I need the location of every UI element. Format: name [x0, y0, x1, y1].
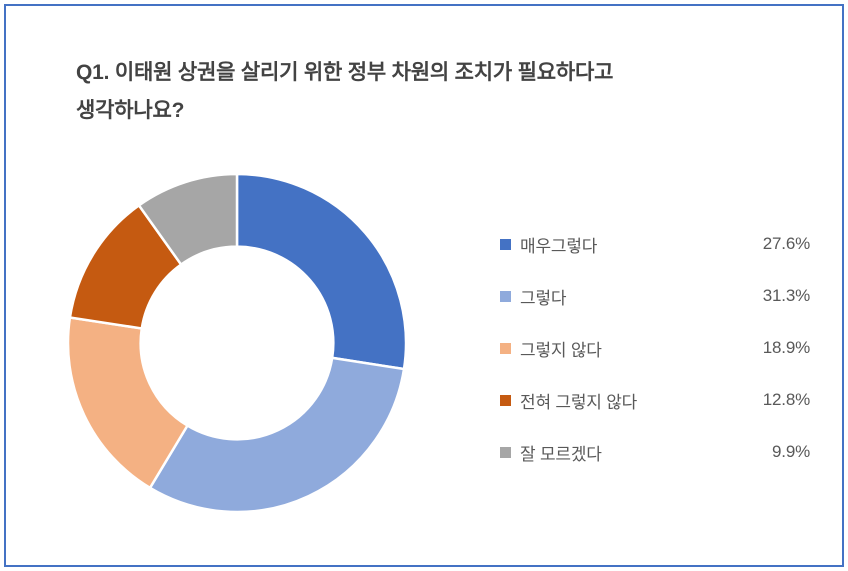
legend-item-value: 18.9%	[762, 338, 810, 357]
donut-chart-svg	[68, 174, 406, 512]
legend-item-label: 매우그렇다	[520, 236, 598, 256]
page-title-line-2: 생각하나요?	[76, 99, 185, 122]
legend-item-label: 그렇지 않다	[520, 340, 602, 360]
legend-item[interactable]: 그렇지 않다 18.9%	[500, 322, 812, 374]
legend-item-label: 잘 모르겠다	[520, 444, 602, 464]
square-swatch-icon	[500, 342, 511, 354]
chart-legend: 매우그렇다 27.6% 그렇다 31.3% 그렇지 않다 18.9% 전혀 그렇지 않다 12…	[500, 218, 812, 478]
legend-item[interactable]: 매우그렇다 27.6%	[500, 218, 812, 270]
donut-slice[interactable]	[68, 316, 190, 490]
square-swatch-icon	[500, 238, 511, 250]
slide-border-frame: Q1. 이태원 상권을 살리기 위한 정부 차원의 조치가 필요하다고 생각하나…	[4, 4, 844, 567]
legend-item-label: 그렇다	[520, 288, 567, 308]
legend-item[interactable]: 그렇다 31.3%	[500, 270, 812, 322]
legend-item-value: 27.6%	[762, 234, 810, 253]
donut-slice[interactable]	[235, 174, 406, 371]
donut-slice-group	[68, 174, 406, 512]
donut-slice[interactable]	[137, 174, 239, 267]
legend-item-value: 9.9%	[772, 442, 810, 461]
legend-item-label: 전혀 그렇지 않다	[520, 392, 638, 412]
square-swatch-icon	[500, 446, 511, 458]
legend-item-value: 31.3%	[762, 286, 810, 305]
square-swatch-icon	[500, 394, 511, 406]
legend-item-value: 12.8%	[762, 390, 810, 409]
donut-slice[interactable]	[148, 356, 406, 512]
page-title: Q1. 이태원 상권을 살리기 위한 정부 차원의 조치가 필요하다고 생각하나…	[76, 54, 796, 130]
donut-chart	[68, 174, 406, 512]
legend-item[interactable]: 전혀 그렇지 않다 12.8%	[500, 374, 812, 426]
legend-item[interactable]: 잘 모르겠다 9.9%	[500, 426, 812, 478]
page-title-line-1: Q1. 이태원 상권을 살리기 위한 정부 차원의 조치가 필요하다고	[76, 61, 614, 84]
square-swatch-icon	[500, 290, 511, 302]
